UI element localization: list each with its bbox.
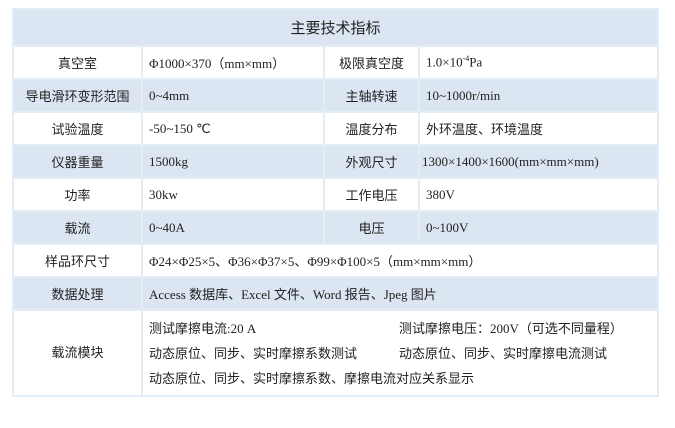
module-line: 动态原位、同步、实时摩擦系数测试 动态原位、同步、实时摩擦电流测试 xyxy=(149,341,656,366)
row-label: 载流模块 xyxy=(12,309,143,397)
table-row: 试验温度 -50~150 ℃ 温度分布 外环温度、环境温度 xyxy=(12,111,660,146)
row-label: 真空室 xyxy=(12,45,143,80)
row-value: 0~4mm xyxy=(141,78,325,113)
table-row: 仪器重量 1500kg 外观尺寸 1300×1400×1600(mm×mm×mm… xyxy=(12,144,660,179)
row-value: Φ24×Φ25×5、Φ36×Φ37×5、Φ99×Φ100×5（mm×mm×mm） xyxy=(140,243,660,278)
table-title: 主要技术指标 xyxy=(11,8,660,47)
module-line: 测试摩擦电流:20 A 测试摩擦电压：200V（可选不同量程） xyxy=(149,316,656,341)
row-value: 外环温度、环境温度 xyxy=(417,111,660,146)
row-value: 0~40A xyxy=(141,210,325,245)
row-value: 0~100V xyxy=(417,210,660,245)
table-row: 载流 0~40A 电压 0~100V xyxy=(12,210,660,245)
row-label: 外观尺寸 xyxy=(323,144,420,179)
row-value: -50~150 ℃ xyxy=(141,111,325,146)
row-value: 1500kg xyxy=(141,144,325,179)
table-row: 导电滑环变形范围 0~4mm 主轴转速 10~1000r/min xyxy=(12,78,660,113)
table-row: 载流模块 测试摩擦电流:20 A 测试摩擦电压：200V（可选不同量程） 动态原位… xyxy=(12,309,660,397)
module-text: 动态原位、同步、实时摩擦系数、摩擦电流对应关系显示 xyxy=(149,370,475,386)
table-row: 数据处理 Access 数据库、Excel 文件、Word 报告、Jpeg 图片 xyxy=(12,276,660,311)
row-value: 1300×1400×1600(mm×mm×mm) xyxy=(417,144,660,179)
row-label: 导电滑环变形范围 xyxy=(12,78,143,113)
row-label: 试验温度 xyxy=(12,111,143,146)
module-text: 动态原位、同步、实时摩擦电流测试 xyxy=(399,345,608,361)
module-text: 动态原位、同步、实时摩擦系数测试 xyxy=(149,345,358,361)
module-text: 测试摩擦电压：200V（可选不同量程） xyxy=(399,320,623,336)
row-label: 载流 xyxy=(12,210,143,245)
row-label: 数据处理 xyxy=(12,276,143,311)
module-details: 测试摩擦电流:20 A 测试摩擦电压：200V（可选不同量程） 动态原位、同步、实… xyxy=(140,309,660,397)
row-value: 30kw xyxy=(141,177,325,212)
title-row: 主要技术指标 xyxy=(11,8,660,47)
table-row: 样品环尺寸 Φ24×Φ25×5、Φ36×Φ37×5、Φ99×Φ100×5（mm×… xyxy=(12,243,660,278)
row-label: 极限真空度 xyxy=(323,45,420,80)
row-label: 工作电压 xyxy=(323,177,420,212)
spec-table: 主要技术指标 真空室 Φ1000×370（mm×mm） 极限真空度 1.0×10… xyxy=(11,8,660,397)
value-unit: Pa xyxy=(469,54,483,70)
row-label: 电压 xyxy=(323,210,420,245)
row-label: 仪器重量 xyxy=(12,144,143,179)
row-value: Φ1000×370（mm×mm） xyxy=(141,45,325,80)
row-label: 样品环尺寸 xyxy=(12,243,143,278)
value-exponent: -4 xyxy=(462,54,470,64)
table-row: 真空室 Φ1000×370（mm×mm） 极限真空度 1.0×10-4Pa xyxy=(12,45,660,80)
value-base: 1.0×10 xyxy=(426,54,463,70)
row-label: 温度分布 xyxy=(323,111,420,146)
row-label: 功率 xyxy=(12,177,143,212)
row-value: 1.0×10-4Pa xyxy=(417,45,660,80)
row-label: 主轴转速 xyxy=(323,78,420,113)
module-text: 测试摩擦电流:20 A xyxy=(149,320,257,336)
row-value: Access 数据库、Excel 文件、Word 报告、Jpeg 图片 xyxy=(140,276,660,311)
module-line: 动态原位、同步、实时摩擦系数、摩擦电流对应关系显示 xyxy=(149,366,656,391)
row-value: 10~1000r/min xyxy=(417,78,660,113)
row-value: 380V xyxy=(417,177,660,212)
table-row: 功率 30kw 工作电压 380V xyxy=(12,177,660,212)
